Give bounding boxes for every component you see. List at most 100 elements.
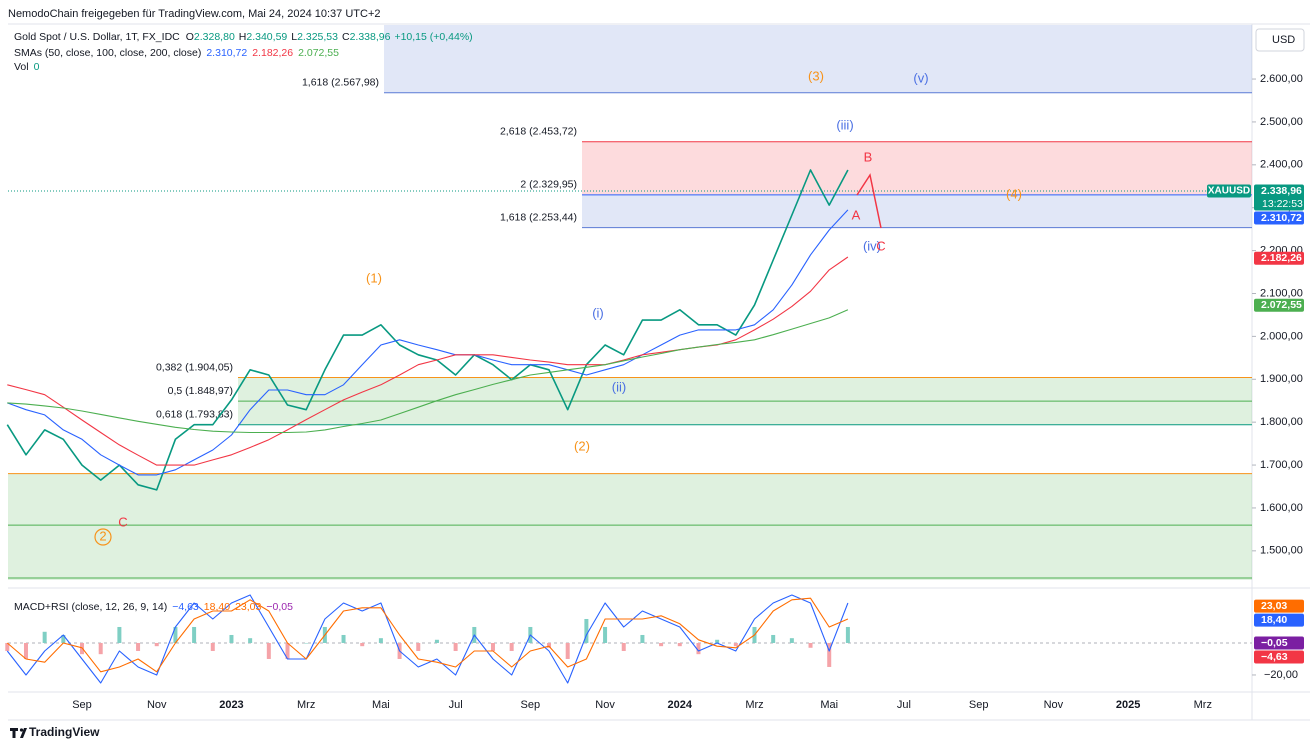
wave-label: (i)	[592, 305, 604, 320]
currency-button[interactable]	[1255, 28, 1305, 52]
x-tick-label: Nov	[595, 699, 615, 711]
histogram-bar	[715, 639, 720, 643]
ohlc-label: O	[186, 31, 194, 43]
histogram-bar	[659, 642, 664, 647]
volume-label: Vol	[14, 61, 29, 73]
y-tick-label: 1.600,00	[1260, 502, 1303, 514]
wave-label: C	[876, 238, 885, 253]
x-tick-label: Mai	[820, 699, 838, 711]
histogram-bar	[547, 642, 552, 648]
fib-zone	[8, 473, 1252, 580]
histogram-bar	[192, 626, 197, 643]
y-tick-label: 1.500,00	[1260, 545, 1303, 557]
histogram-bar	[845, 626, 850, 643]
currency[interactable]: USD	[1272, 34, 1295, 46]
x-tick-label: 2023	[219, 699, 243, 711]
x-tick-label: Jul	[897, 699, 911, 711]
price-badge	[1254, 599, 1304, 613]
x-tick-label: 2025	[1116, 699, 1140, 711]
logo-icon	[10, 728, 27, 738]
histogram-bar	[285, 642, 290, 659]
histogram-bar	[378, 638, 383, 643]
price-line	[6, 169, 849, 491]
indicator-line	[7, 209, 849, 476]
y-tick-label: 1.800,00	[1260, 416, 1303, 428]
wave-label: (v)	[913, 70, 928, 85]
fib-label: 0,5 (1.848,97)	[168, 385, 233, 397]
y-tick-label: 1.900,00	[1260, 373, 1303, 385]
symbol-legend: Gold Spot / U.S. Dollar, 1T, FX_IDC O 2.32…	[14, 31, 473, 43]
fib-label: 0,618 (1.793,83)	[156, 409, 233, 421]
volume-legend: Vol 0	[14, 61, 40, 73]
symbol-badge	[1207, 184, 1251, 198]
macd-legend: MACD+RSI (close, 12, 26, 9, 14) −4,63 18,4…	[14, 601, 293, 613]
ohlc-value: 2.340,59	[246, 31, 287, 43]
macd-title: MACD+RSI (close, 12, 26, 9, 14)	[14, 601, 167, 613]
fib-zone	[582, 194, 1252, 228]
sma-value: 2.072,55	[298, 47, 339, 59]
histogram-bar	[640, 634, 645, 643]
fib-label: 1,618 (2.567,98)	[302, 77, 379, 89]
fib-zone	[384, 25, 1252, 93]
price-badge-label: −4,63	[1261, 651, 1288, 663]
symbol-name: Gold Spot / U.S. Dollar, 1T, FX_IDC	[14, 31, 180, 43]
histogram-bar	[696, 642, 701, 655]
histogram-bar	[173, 626, 178, 643]
wave-label: 2	[99, 528, 106, 543]
price-badge	[1254, 184, 1304, 211]
fib-label: 0,382 (1.904,05)	[156, 361, 233, 373]
y-tick-label: 2.100,00	[1260, 287, 1303, 299]
x-tick-label: Mai	[372, 699, 390, 711]
histogram-bar	[304, 642, 309, 644]
macd-value: 23,03	[235, 601, 261, 613]
wave-label: A	[852, 207, 861, 222]
change: +10,15 (+0,44%)	[394, 31, 472, 43]
sma-legend: SMAs (50, close, 100, close, 200, close)…	[14, 47, 339, 59]
indicator-line	[6, 594, 849, 684]
histogram-bar	[341, 634, 346, 643]
histogram-bar	[827, 642, 832, 667]
sma-value: 2.310,72	[206, 47, 247, 59]
y-tick-label: 2.500,00	[1260, 116, 1303, 128]
y-tick-label: 1.700,00	[1260, 459, 1303, 471]
x-tick-label: Sep	[521, 699, 541, 711]
histogram-bar	[5, 642, 10, 651]
sma-name: SMAs (50, close, 100, close, 200, close)	[14, 47, 201, 59]
price-badge-label: 2.338,96	[1261, 185, 1302, 197]
countdown: 13:22:53	[1262, 198, 1303, 210]
x-tick-label: 2024	[668, 699, 693, 711]
histogram-bar	[621, 642, 626, 651]
macd-value: 18,40	[204, 601, 230, 613]
histogram-bar	[584, 618, 589, 643]
histogram-bar	[266, 642, 271, 659]
histogram-bar	[154, 642, 159, 647]
price-badge-label: 2.310,72	[1261, 212, 1302, 224]
plot: (3) (v)(iii)BA(iv)C(4)(1)(i)(ii)(2)C2	[5, 68, 1252, 684]
wave-label: (2)	[574, 438, 590, 453]
x-tick-label: Jul	[449, 699, 463, 711]
price-badge	[1254, 636, 1304, 650]
histogram-bar	[603, 626, 608, 643]
macd-value: −0,05	[266, 601, 293, 613]
wave-label: B	[864, 149, 873, 164]
histogram-bar	[248, 638, 253, 643]
y-tick-label: 2.400,00	[1260, 159, 1303, 171]
fib-label: 2 (2.329,95)	[520, 179, 577, 191]
histogram-bar	[98, 642, 103, 655]
histogram-bar	[360, 642, 365, 647]
wave-label: (1)	[366, 270, 382, 285]
x-tick-label: Mrz	[297, 699, 315, 711]
price-badge-label: −0,05	[1261, 637, 1288, 649]
zones: 1,618 (2.567,98) 2,618 (2.453,72) 2 (2.329…	[8, 25, 1252, 580]
histogram-bar	[210, 642, 215, 651]
price-badge	[1254, 613, 1304, 627]
ohlc-label: H	[239, 31, 247, 43]
header: NemodoChain freigegeben für TradingView.…	[8, 8, 381, 20]
ohlc-value: 2.325,53	[297, 31, 338, 43]
histogram-bar	[733, 642, 738, 647]
histogram-bar	[61, 634, 66, 643]
price-badge	[1254, 650, 1304, 664]
macd-value: −4,63	[172, 601, 199, 613]
